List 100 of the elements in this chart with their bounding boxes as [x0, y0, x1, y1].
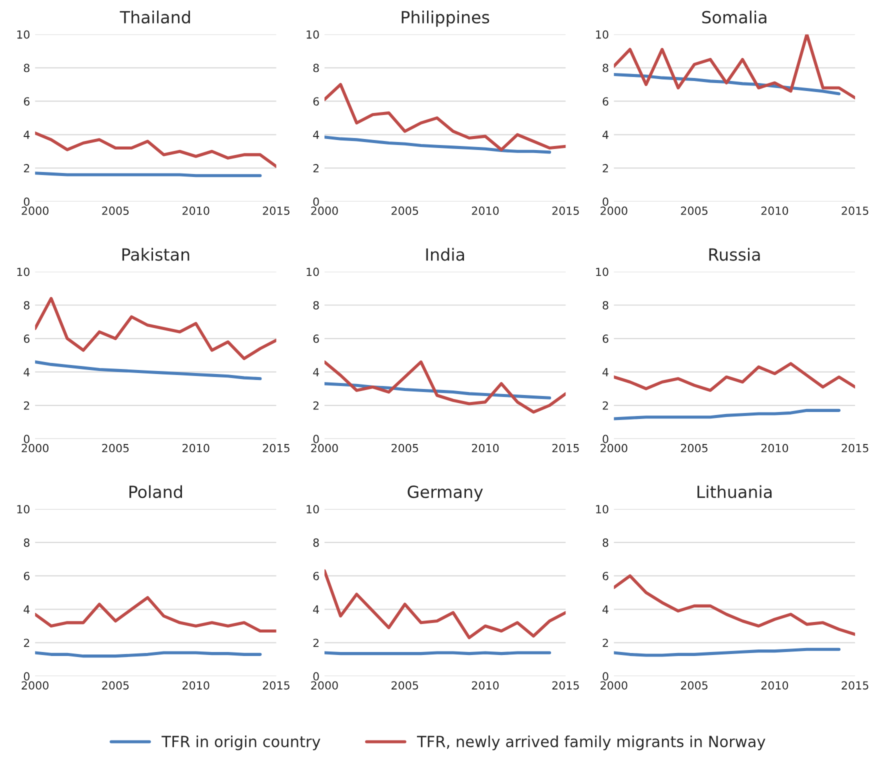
y-tick-label: 10 — [17, 504, 30, 514]
y-tick-label: 8 — [313, 538, 319, 547]
y-tick-label: 4 — [24, 368, 30, 376]
y-tick-label: 4 — [602, 130, 608, 139]
legend-label: TFR, newly arrived family migrants in Norway — [416, 735, 766, 750]
y-tick-label: 6 — [24, 334, 30, 343]
chart-title: Thailand — [120, 10, 190, 24]
x-tick-label: 2005 — [392, 681, 418, 690]
y-tick-label: 8 — [24, 301, 30, 310]
x-tick-label: 2015 — [262, 681, 290, 690]
x-tick-label: 2005 — [680, 444, 708, 452]
chart-title: Russia — [709, 248, 760, 261]
x-tick-label: 2005 — [680, 681, 708, 690]
y-tick-label: 0 — [313, 197, 319, 206]
y-tick-label: 8 — [24, 538, 30, 547]
x-tick-label: 2015 — [262, 206, 290, 215]
x-tick-label: 2015 — [552, 444, 579, 452]
line-series — [614, 574, 856, 636]
legend-label: TFR in origin country — [162, 735, 320, 750]
y-tick-label: 0 — [24, 197, 30, 206]
x-tick-label: 2015 — [842, 681, 868, 690]
line-series — [324, 136, 552, 154]
y-tick-label: 8 — [313, 301, 319, 310]
x-tick-label: 2000 — [600, 444, 628, 452]
x-tick-label: 2000 — [22, 206, 48, 215]
y-tick-label: 8 — [24, 64, 30, 72]
y-tick-label: 4 — [602, 368, 608, 376]
x-tick-label: 2010 — [761, 681, 788, 690]
y-tick-label: 6 — [313, 572, 319, 580]
x-tick-label: 2010 — [761, 444, 788, 452]
y-tick-label: 0 — [313, 434, 319, 444]
chart-title: India — [426, 248, 464, 261]
y-tick-label: 0 — [602, 197, 608, 206]
y-tick-label: 6 — [602, 97, 608, 106]
y-tick-label: 2 — [602, 164, 608, 172]
x-tick-label: 2005 — [102, 206, 129, 215]
x-tick-label: 2010 — [472, 206, 499, 215]
y-tick-label: 8 — [602, 64, 608, 72]
line-series — [35, 131, 276, 168]
y-tick-label: 10 — [17, 30, 30, 39]
y-tick-label: 2 — [602, 401, 608, 410]
y-tick-label: 8 — [602, 301, 608, 310]
x-tick-label: 2000 — [600, 681, 628, 690]
y-tick-label: 0 — [313, 672, 319, 681]
x-tick-label: 2005 — [102, 681, 129, 690]
y-tick-label: 2 — [313, 401, 319, 410]
x-tick-label: 2015 — [262, 444, 290, 452]
y-tick-label: 8 — [602, 538, 608, 547]
y-tick-label: 6 — [313, 334, 319, 343]
y-tick-label: 10 — [596, 504, 608, 514]
x-tick-label: 2005 — [680, 206, 708, 215]
line-series — [35, 360, 262, 380]
y-tick-label: 6 — [24, 572, 30, 580]
chart-title: Germany — [408, 486, 483, 502]
chart-title: Philippines — [402, 10, 490, 27]
x-tick-label: 2000 — [311, 206, 338, 215]
y-tick-label: 2 — [602, 638, 608, 647]
x-tick-label: 2015 — [552, 206, 579, 215]
chart-title: Somalia — [702, 10, 766, 24]
y-tick-label: 10 — [596, 268, 608, 276]
x-tick-label: 2010 — [182, 206, 210, 215]
y-tick-label: 0 — [602, 434, 608, 444]
x-tick-label: 2010 — [182, 444, 210, 452]
y-tick-label: 4 — [313, 130, 320, 139]
line-series — [324, 569, 566, 640]
y-tick-label: 4 — [602, 605, 608, 614]
line-series — [324, 82, 566, 152]
x-tick-label: 2015 — [552, 681, 579, 690]
y-tick-label: 4 — [313, 605, 320, 614]
x-tick-label: 2000 — [22, 681, 48, 690]
y-tick-label: 10 — [17, 268, 30, 276]
y-tick-label: 0 — [602, 672, 608, 681]
x-tick-label: 2010 — [182, 681, 210, 690]
y-tick-label: 6 — [602, 334, 608, 343]
line-series — [614, 34, 856, 100]
y-tick-label: 0 — [24, 434, 30, 444]
y-tick-label: 2 — [24, 401, 30, 410]
y-tick-label: 10 — [306, 268, 319, 276]
y-tick-label: 6 — [313, 97, 319, 106]
y-tick-label: 2 — [24, 164, 30, 172]
y-tick-label: 2 — [313, 164, 319, 172]
chart-title: Pakistan — [122, 248, 190, 261]
x-tick-label: 2000 — [600, 206, 628, 215]
x-tick-label: 2005 — [392, 444, 418, 452]
chart-title: Poland — [129, 485, 182, 498]
x-tick-label: 2000 — [311, 444, 338, 452]
y-tick-label: 4 — [313, 368, 320, 376]
x-tick-label: 2000 — [311, 681, 338, 690]
line-series — [324, 360, 566, 414]
x-tick-label: 2000 — [22, 444, 48, 452]
y-tick-label: 4 — [24, 130, 30, 139]
x-tick-label: 2005 — [392, 206, 418, 215]
y-tick-label: 10 — [596, 30, 608, 39]
y-tick-label: 6 — [24, 97, 30, 106]
line-series — [35, 596, 276, 633]
x-tick-label: 2010 — [472, 681, 499, 690]
y-tick-label: 6 — [602, 572, 608, 580]
y-tick-label: 10 — [306, 30, 319, 39]
x-tick-label: 2010 — [472, 444, 499, 452]
y-tick-label: 2 — [313, 638, 319, 647]
